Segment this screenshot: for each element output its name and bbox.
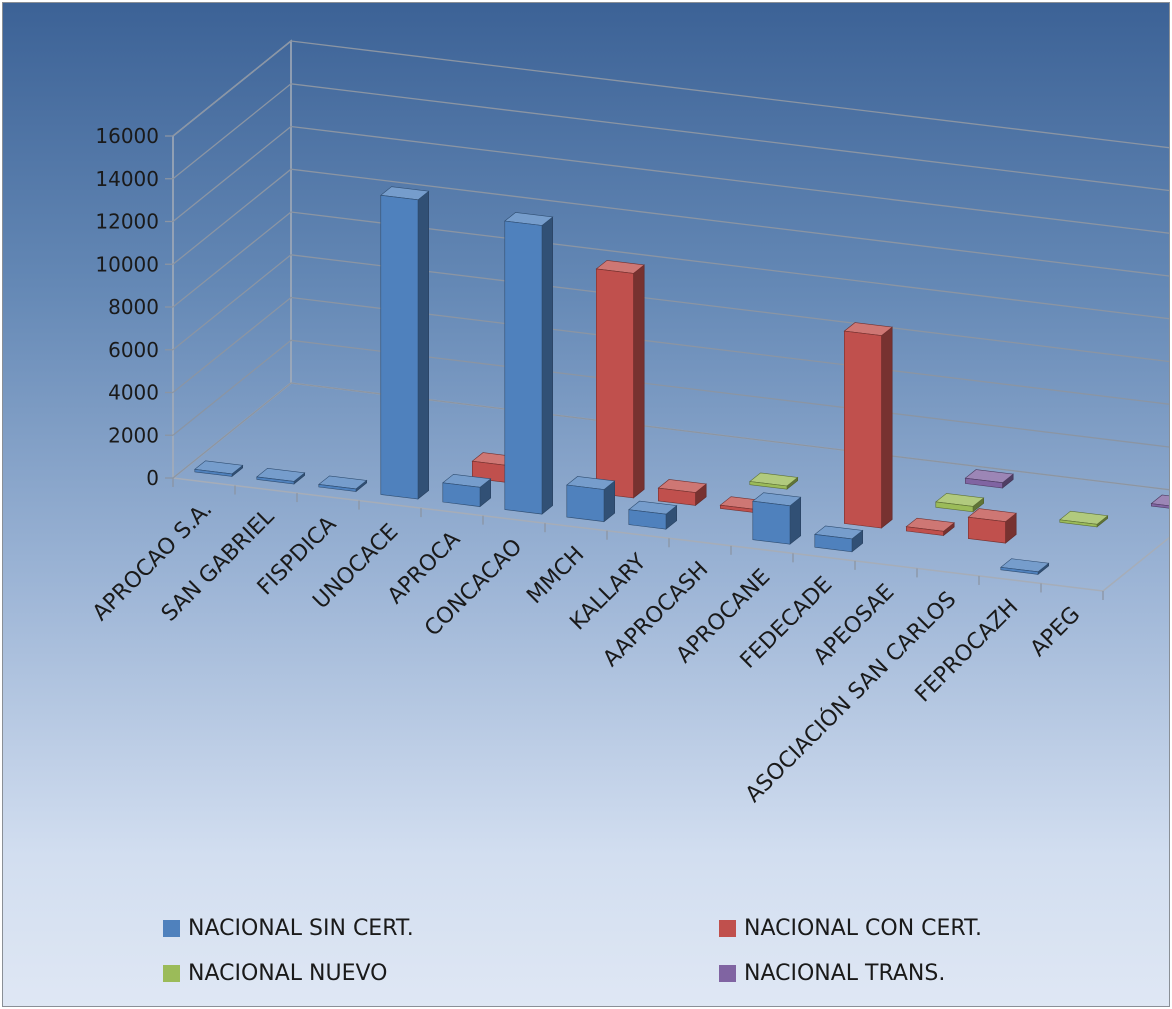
x-tick-label: MMCH [522,542,589,609]
y-tick-label: 12000 [95,210,159,234]
y-tick-label: 10000 [95,252,159,276]
gridline [172,125,1169,234]
gridline [172,296,1169,405]
gridline [172,339,1169,448]
bar [657,479,707,507]
bar [967,508,1017,544]
bar [935,493,985,513]
gridline [172,40,1169,149]
legend-item-nacional-sin-cert: NACIONAL SIN CERT. [163,916,414,941]
y-tick-label: 14000 [95,167,159,191]
bar [964,469,1014,489]
x-tick-label: APROCAO S.A. [88,497,217,626]
y-tick-label: 0 [146,466,159,490]
bar [380,186,430,500]
bar [1150,494,1169,509]
gridline [172,211,1169,320]
y-tick-label: 16000 [95,124,159,148]
legend-label: NACIONAL TRANS. [744,961,946,986]
bar [504,212,554,515]
bar [814,525,864,553]
legend-swatch [719,965,736,982]
bar [256,467,306,485]
legend-swatch [163,920,180,937]
bar [843,322,893,529]
bar [442,473,492,508]
bar [194,460,244,478]
bar [1059,510,1109,528]
y-tick-label: 8000 [108,295,159,319]
bar [1000,558,1050,576]
bar [749,472,799,490]
legend-label: NACIONAL SIN CERT. [188,916,414,941]
gridline [172,168,1169,277]
bar [595,260,645,499]
bar-chart-3d: 0 2000 4000 6000 8000 10000 12000 14000 16000 APR… [88,39,1169,808]
legend-item-nacional-trans: NACIONAL TRANS. [719,961,945,986]
bar [905,517,955,537]
legend-label: NACIONAL CON CERT. [744,916,982,941]
gridline [172,83,1169,192]
y-tick-label: 2000 [108,423,159,447]
bar [752,492,802,545]
legend-label: NACIONAL NUEVO [188,961,388,986]
legend-swatch [163,965,180,982]
x-tick-label: APEG [1026,602,1086,662]
y-tick-label: 4000 [108,381,159,405]
y-tick-label: 6000 [108,338,159,362]
legend-swatch [719,920,736,937]
bar [318,475,368,493]
bar [566,476,616,523]
gridline [172,254,1169,363]
gridline [172,382,1169,491]
bar [628,500,678,530]
legend-item-nacional-nuevo: NACIONAL NUEVO [163,961,387,986]
legend-item-nacional-con-cert: NACIONAL CON CERT. [719,916,982,941]
